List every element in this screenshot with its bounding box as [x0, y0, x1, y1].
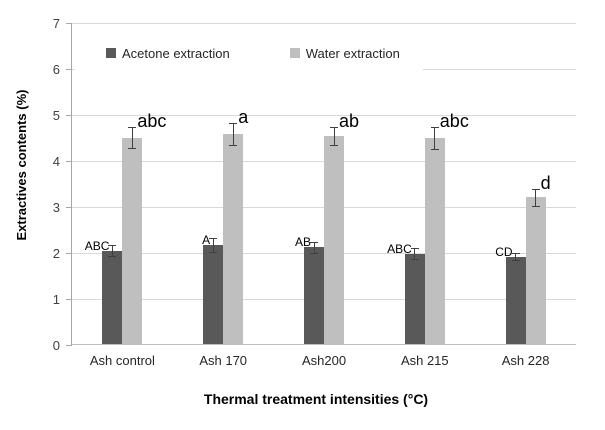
y-axis-title: Extractives contents (%)	[14, 89, 29, 241]
error-bar-cap	[330, 144, 338, 146]
y-tick-label: 4	[52, 154, 60, 169]
category-label: Ash 215	[400, 353, 449, 368]
error-bar-cap	[108, 245, 117, 247]
error-bar	[333, 126, 335, 145]
x-axis-line	[72, 344, 576, 345]
y-axis-tick	[66, 253, 72, 254]
bar-acetone	[203, 245, 224, 345]
error-bar-cap	[410, 248, 419, 250]
error-bar	[414, 248, 416, 260]
error-bar	[111, 245, 113, 257]
legend-entry: Acetone extraction	[106, 46, 230, 61]
error-bar	[535, 189, 537, 206]
y-axis-tick	[66, 115, 72, 116]
legend-entry: Water extraction	[289, 45, 400, 61]
error-bar-cap	[128, 127, 137, 129]
error-bar-cap	[209, 252, 218, 254]
bar-acetone	[102, 250, 123, 345]
error-bar-cap	[410, 259, 419, 261]
gridline	[72, 115, 576, 116]
chart-legend: Acetone extraction Water extraction	[75, 32, 423, 74]
legend-label: Water extraction	[305, 45, 400, 61]
error-bar-cap	[209, 238, 218, 240]
bar-acetone	[404, 253, 425, 345]
significance-letter: CD	[495, 244, 513, 259]
significance-letter: AB	[294, 235, 311, 250]
bar-acetone	[505, 256, 526, 345]
y-tick-label: 6	[52, 62, 60, 77]
y-axis-tick	[66, 69, 72, 70]
category-label: Ash 228	[501, 353, 550, 368]
error-bar-cap	[229, 144, 238, 146]
category-label: Ash 170	[199, 353, 248, 368]
error-bar-cap	[531, 189, 540, 191]
error-bar-cap	[430, 127, 439, 129]
error-bar-cap	[310, 253, 318, 254]
category-label: Ash control	[89, 353, 155, 368]
error-bar	[434, 127, 436, 149]
acetone-swatch-icon	[106, 48, 116, 58]
significance-letter: a	[238, 106, 249, 127]
y-axis-tick	[66, 161, 72, 162]
bar-water	[525, 197, 546, 345]
y-axis-tick	[66, 207, 72, 208]
error-bar-cap	[531, 205, 540, 207]
water-swatch-icon	[289, 48, 300, 58]
error-bar	[212, 238, 214, 253]
significance-letter: d	[540, 173, 551, 194]
error-bar-cap	[229, 122, 238, 124]
bar-water	[122, 137, 143, 345]
error-bar	[313, 241, 315, 253]
y-axis-tick	[66, 299, 72, 300]
significance-letter: ABC	[84, 238, 110, 253]
significance-letter: abc	[137, 111, 167, 132]
y-tick-label: 2	[52, 246, 60, 261]
y-axis-tick	[66, 345, 72, 346]
y-tick-label: 0	[52, 338, 60, 353]
y-tick-label: 5	[52, 108, 60, 123]
bar-water	[324, 135, 344, 345]
error-bar-cap	[511, 253, 520, 254]
significance-letter: ABC	[387, 241, 412, 256]
y-tick-label: 1	[52, 292, 60, 307]
significance-letter: A	[202, 233, 211, 248]
x-axis-title: Thermal treatment intensities (°C)	[203, 391, 429, 407]
y-tick-label: 3	[52, 200, 60, 215]
error-bar	[515, 253, 517, 261]
error-bar-cap	[511, 260, 520, 262]
error-bar-cap	[108, 256, 117, 258]
significance-letter: ab	[339, 110, 360, 131]
y-axis-tick	[66, 23, 72, 24]
error-bar-cap	[128, 147, 137, 149]
bar-acetone	[304, 247, 324, 345]
error-bar-cap	[430, 148, 439, 150]
error-bar-cap	[310, 241, 318, 243]
y-axis-line	[71, 23, 72, 346]
legend-label: Acetone extraction	[122, 45, 230, 61]
error-bar	[131, 127, 133, 148]
category-label: Ash200	[301, 353, 347, 368]
bar-water	[223, 133, 244, 345]
bar-water	[424, 138, 445, 345]
gridline	[72, 23, 576, 24]
error-bar	[232, 122, 234, 145]
y-tick-label: 7	[52, 16, 60, 31]
error-bar-cap	[330, 126, 338, 128]
significance-letter: abc	[439, 111, 469, 132]
